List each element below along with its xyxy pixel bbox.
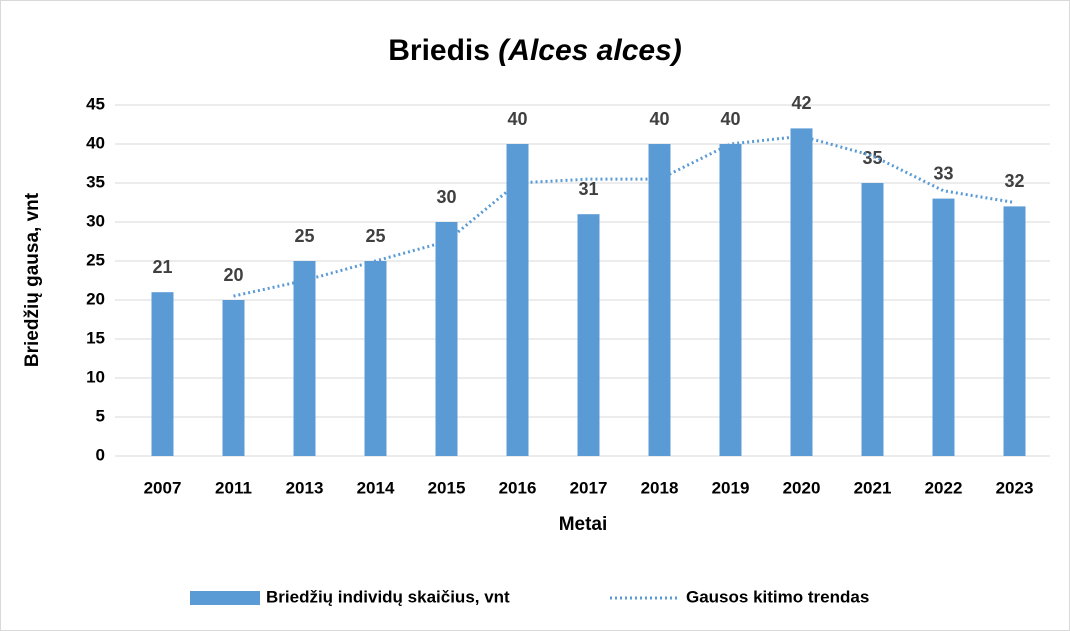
x-tick-label: 2019 — [712, 478, 750, 497]
bar — [222, 300, 245, 456]
x-tick-label: 2016 — [499, 478, 537, 497]
bar — [364, 261, 387, 456]
x-tick-label: 2007 — [144, 478, 182, 497]
data-label: 30 — [436, 187, 456, 207]
y-tick-label: 15 — [86, 328, 105, 347]
x-tick-label: 2014 — [357, 478, 395, 497]
y-tick-label: 40 — [86, 133, 105, 152]
data-label: 32 — [1004, 171, 1024, 191]
bar — [151, 292, 174, 456]
legend-label: Gausos kitimo trendas — [686, 587, 869, 606]
data-label: 40 — [507, 109, 527, 129]
data-label: 25 — [294, 226, 314, 246]
trend-line — [233, 134, 1015, 298]
bar — [932, 198, 955, 456]
x-tick-label: 2017 — [570, 478, 608, 497]
bar — [648, 144, 671, 456]
legend-label: Briedžių individų skaičius, vnt — [266, 587, 510, 606]
y-tick-label: 45 — [86, 94, 105, 113]
y-tick-label: 10 — [86, 367, 105, 386]
y-tick-label: 5 — [96, 406, 105, 425]
chart-title: Briedis (Alces alces) — [388, 34, 682, 67]
y-tick-label: 25 — [86, 250, 105, 269]
y-tick-label: 30 — [86, 211, 105, 230]
x-tick-label: 2018 — [641, 478, 679, 497]
bar — [719, 144, 742, 456]
x-tick-label: 2015 — [428, 478, 466, 497]
title-main: Briedis — [388, 34, 490, 67]
data-label: 31 — [578, 179, 598, 199]
bar — [1003, 206, 1026, 456]
data-label: 25 — [365, 226, 385, 246]
title-species: (Alces alces) — [498, 34, 681, 67]
x-tick-label: 2011 — [215, 478, 252, 497]
bar — [577, 214, 600, 456]
data-label: 42 — [791, 93, 811, 113]
bar — [435, 222, 458, 456]
data-label: 35 — [862, 148, 882, 168]
x-axis-label: Metai — [559, 514, 608, 535]
bar — [506, 144, 529, 456]
data-label: 20 — [223, 265, 243, 285]
x-tick-label: 2022 — [925, 478, 963, 497]
y-axis-label: Briedžių gausa, vnt — [22, 192, 43, 367]
x-tick-label: 2023 — [996, 478, 1034, 497]
data-label: 33 — [933, 163, 953, 183]
bar — [861, 183, 884, 456]
y-tick-label: 0 — [96, 445, 105, 464]
x-tick-label: 2020 — [783, 478, 821, 497]
data-label: 21 — [152, 257, 172, 277]
bar — [293, 261, 316, 456]
y-tick-label: 20 — [86, 289, 105, 308]
bar — [790, 128, 813, 456]
data-label: 40 — [649, 109, 669, 129]
x-tick-label: 2021 — [854, 478, 892, 497]
data-label: 40 — [720, 109, 740, 129]
x-tick-label: 2013 — [286, 478, 324, 497]
legend-swatch — [190, 591, 260, 605]
y-tick-label: 35 — [86, 172, 105, 191]
